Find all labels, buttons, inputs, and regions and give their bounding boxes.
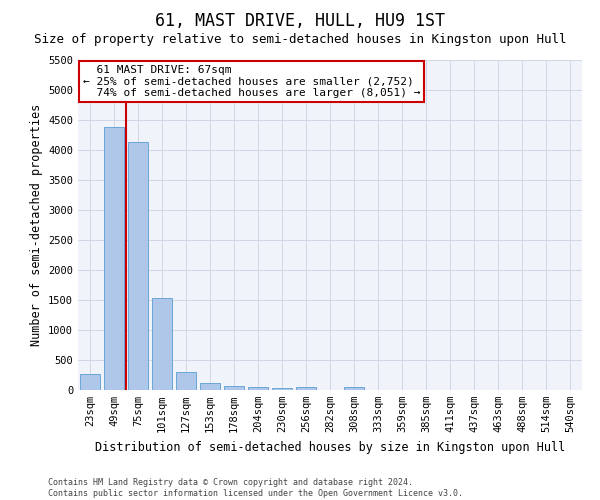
Bar bbox=[224, 386, 244, 390]
X-axis label: Distribution of semi-detached houses by size in Kingston upon Hull: Distribution of semi-detached houses by … bbox=[95, 440, 565, 454]
Bar bbox=[104, 127, 124, 390]
Text: Contains HM Land Registry data © Crown copyright and database right 2024.
Contai: Contains HM Land Registry data © Crown c… bbox=[48, 478, 463, 498]
Bar bbox=[200, 383, 220, 390]
Bar bbox=[152, 298, 172, 390]
Bar bbox=[80, 374, 100, 390]
Bar bbox=[296, 387, 316, 390]
Text: Size of property relative to semi-detached houses in Kingston upon Hull: Size of property relative to semi-detach… bbox=[34, 32, 566, 46]
Bar bbox=[176, 372, 196, 390]
Bar bbox=[128, 142, 148, 390]
Bar bbox=[272, 388, 292, 390]
Text: 61 MAST DRIVE: 67sqm
← 25% of semi-detached houses are smaller (2,752)
  74% of : 61 MAST DRIVE: 67sqm ← 25% of semi-detac… bbox=[83, 65, 421, 98]
Bar bbox=[344, 387, 364, 390]
Y-axis label: Number of semi-detached properties: Number of semi-detached properties bbox=[29, 104, 43, 346]
Bar bbox=[248, 388, 268, 390]
Text: 61, MAST DRIVE, HULL, HU9 1ST: 61, MAST DRIVE, HULL, HU9 1ST bbox=[155, 12, 445, 30]
